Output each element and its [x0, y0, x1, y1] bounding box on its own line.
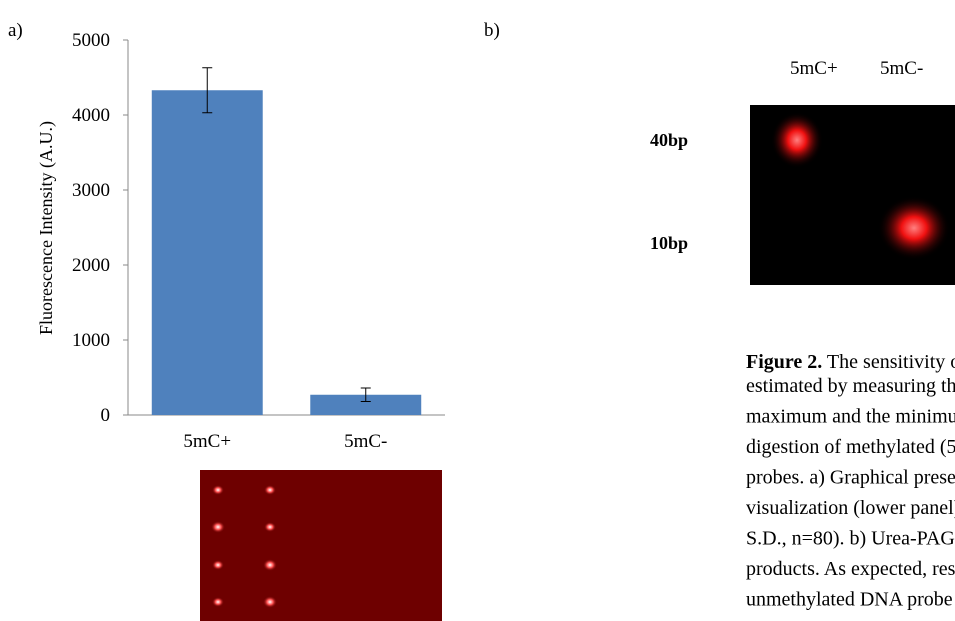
lane-label: 5mC+ — [790, 58, 838, 79]
band-label: 40bp — [650, 130, 688, 150]
y-tick-label: 5000 — [72, 30, 110, 51]
caption-text: The sensitivity of the — [822, 351, 955, 373]
caption-line: probes. a) Graphical presentation ( — [746, 467, 955, 489]
panel-label: b) — [484, 20, 500, 41]
x-tick-label: 5mC- — [344, 431, 387, 452]
panel-label: a) — [8, 20, 23, 41]
page: a) b) Fluorescence Intensity (A.U.) 5mC+… — [0, 0, 955, 621]
caption-line: S.D., n=80). b) Urea-PAGE separatio — [746, 528, 955, 550]
caption-figure: Figure 2. — [746, 351, 822, 373]
y-axis-label: Fluorescence Intensity (A.U.) — [36, 121, 57, 335]
caption-line: digestion of methylated (5mC+) and — [746, 436, 955, 458]
band-label: 10bp — [650, 233, 688, 253]
caption-line: estimated by measuring the dynamic — [746, 375, 955, 397]
x-tick-label: 5mC+ — [183, 431, 231, 452]
y-tick-label: 3000 — [72, 180, 110, 201]
caption-line: Figure 2. The sensitivity of the on-c — [746, 351, 955, 373]
array-image — [200, 470, 442, 621]
y-tick-label: 2000 — [72, 255, 110, 276]
caption-line: visualization (lower panel) of the resul — [746, 497, 955, 519]
caption-line: maximum and the minimum Cy5 signals — [746, 406, 955, 428]
bar — [152, 90, 263, 415]
y-tick-label: 1000 — [72, 330, 110, 351]
y-tick-label: 4000 — [72, 105, 110, 126]
gel-band — [771, 112, 823, 168]
caption-line: unmethylated DNA probe leaving the m — [746, 589, 955, 611]
caption-line: products. As expected, restriction e — [746, 558, 955, 580]
lane-label: 5mC- — [880, 58, 923, 79]
gel-band — [878, 196, 950, 260]
caption-body: estimated by measuring the dynamic maximu… — [746, 375, 955, 611]
y-tick-label: 0 — [101, 405, 111, 426]
